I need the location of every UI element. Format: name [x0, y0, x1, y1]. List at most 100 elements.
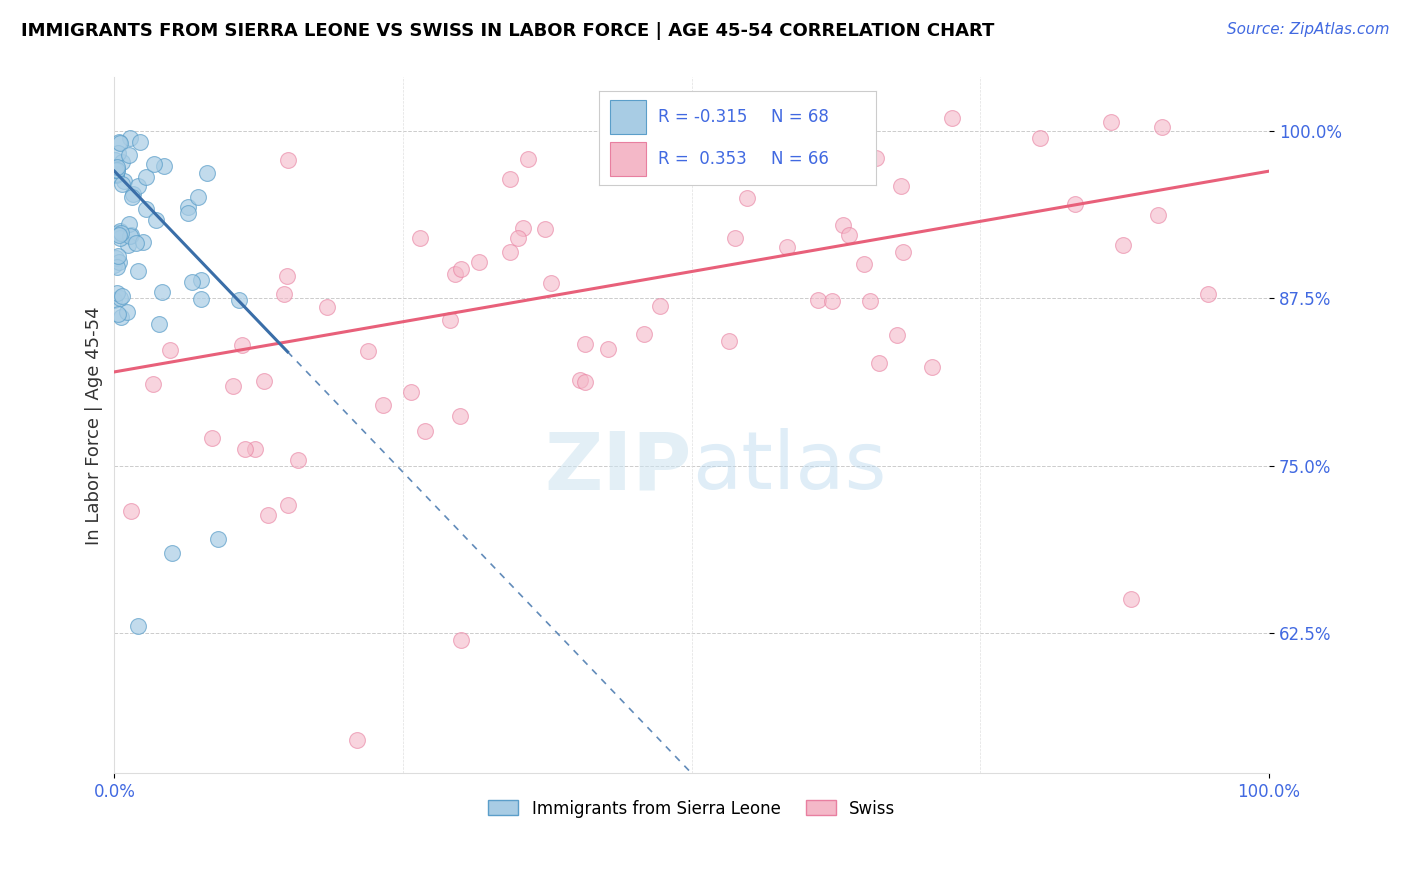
Point	[177, 206, 200, 220]
Point	[190, 273, 212, 287]
Point	[105, 163, 128, 178]
Point	[108, 255, 131, 269]
Point	[276, 269, 298, 284]
Point	[357, 343, 380, 358]
Point	[145, 213, 167, 227]
Point	[115, 304, 138, 318]
Point	[450, 632, 472, 647]
Text: atlas: atlas	[692, 428, 886, 506]
Point	[152, 159, 174, 173]
Point	[127, 264, 149, 278]
Point	[1029, 131, 1052, 145]
Point	[574, 337, 596, 351]
Point	[506, 231, 529, 245]
Point	[177, 200, 200, 214]
Point	[499, 245, 522, 260]
Point	[717, 334, 740, 348]
Text: ZIP: ZIP	[544, 428, 692, 506]
Point	[574, 375, 596, 389]
Point	[111, 154, 134, 169]
Point	[235, 442, 257, 457]
Point	[125, 236, 148, 251]
Point	[110, 226, 132, 240]
Point	[409, 231, 432, 245]
Point	[104, 167, 127, 181]
Point	[273, 286, 295, 301]
Point	[568, 373, 591, 387]
Point	[121, 190, 143, 204]
Point	[160, 545, 183, 559]
Point	[181, 275, 204, 289]
Point	[108, 228, 131, 243]
Point	[517, 152, 540, 166]
Point	[287, 453, 309, 467]
Point	[118, 130, 141, 145]
Point	[105, 161, 128, 175]
Point	[921, 360, 943, 375]
Point	[105, 285, 128, 300]
Point	[450, 262, 472, 277]
Point	[108, 224, 131, 238]
Y-axis label: In Labor Force | Age 45-54: In Labor Force | Age 45-54	[86, 306, 103, 545]
Point	[104, 153, 127, 168]
Point	[105, 163, 128, 178]
Point	[142, 376, 165, 391]
Point	[195, 166, 218, 180]
Point	[316, 301, 339, 315]
Point	[107, 227, 129, 241]
Point	[118, 148, 141, 162]
Point	[201, 431, 224, 445]
Point	[256, 508, 278, 522]
Point	[540, 276, 562, 290]
Point	[444, 267, 467, 281]
Point	[1150, 120, 1173, 134]
Point	[120, 228, 142, 243]
Point	[724, 231, 747, 245]
Point	[187, 190, 209, 204]
Point	[107, 249, 129, 263]
Point	[111, 177, 134, 191]
Point	[135, 170, 157, 185]
Point	[253, 374, 276, 388]
Point	[117, 217, 139, 231]
Point	[346, 733, 368, 747]
Point	[886, 327, 908, 342]
Point	[1064, 197, 1087, 211]
Point	[108, 292, 131, 306]
Point	[890, 179, 912, 194]
Point	[1147, 208, 1170, 222]
Point	[439, 312, 461, 326]
Point	[1111, 238, 1133, 252]
Point	[776, 240, 799, 254]
Point	[533, 222, 555, 236]
Point	[941, 111, 963, 125]
Point	[821, 294, 844, 309]
Point	[159, 343, 181, 358]
Legend: Immigrants from Sierra Leone, Swiss: Immigrants from Sierra Leone, Swiss	[482, 793, 901, 824]
Point	[127, 178, 149, 193]
Point	[108, 136, 131, 150]
Point	[122, 187, 145, 202]
Point	[633, 327, 655, 342]
Point	[468, 255, 491, 269]
Point	[838, 227, 860, 242]
Point	[150, 285, 173, 300]
Point	[103, 258, 125, 272]
Point	[399, 384, 422, 399]
Point	[108, 231, 131, 245]
Point	[648, 300, 671, 314]
Point	[104, 168, 127, 182]
Point	[129, 135, 152, 149]
Point	[228, 293, 250, 308]
Point	[243, 442, 266, 456]
Point	[132, 235, 155, 249]
Point	[596, 342, 619, 356]
Point	[107, 307, 129, 321]
Point	[865, 151, 887, 165]
Point	[859, 294, 882, 309]
Point	[832, 218, 855, 232]
Point	[231, 338, 253, 352]
Point	[371, 398, 394, 412]
Point	[135, 202, 157, 216]
Point	[142, 157, 165, 171]
